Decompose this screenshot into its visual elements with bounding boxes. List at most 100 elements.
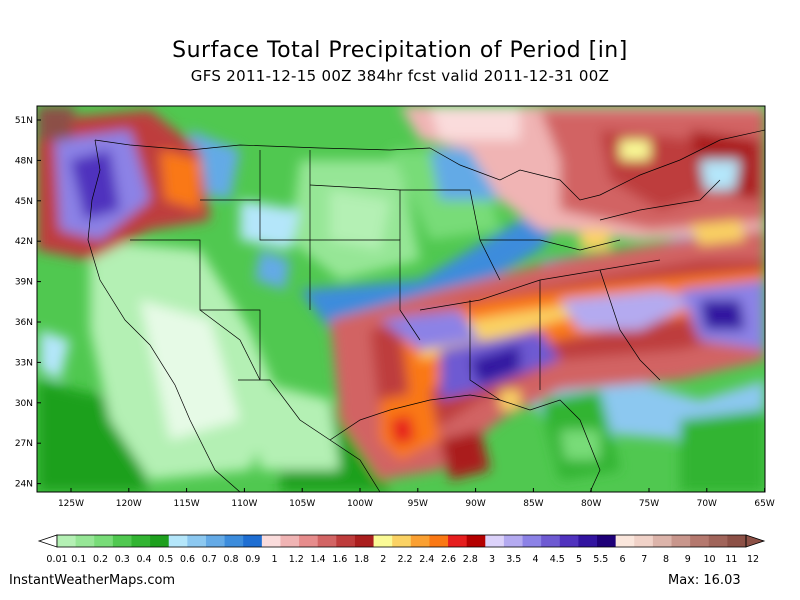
colorbar-label: 5 xyxy=(576,554,582,565)
colorbar-swatch xyxy=(187,535,207,547)
lat-label: 24N xyxy=(15,480,33,490)
lon-label: 125W xyxy=(58,499,84,509)
lon-label: 90W xyxy=(465,499,485,509)
lat-label: 36N xyxy=(15,318,33,328)
colorbar-label: 0.7 xyxy=(202,554,217,565)
colorbar-swatch xyxy=(261,535,281,547)
colorbar-swatch xyxy=(503,535,523,547)
colorbar-label: 12 xyxy=(747,554,759,565)
colorbar-label: 2.6 xyxy=(441,554,456,565)
lat-label: 48N xyxy=(15,156,33,166)
colorbar-swatch xyxy=(354,535,374,547)
colorbar-legend: 0.01 0.1 0.2 0.3 0.4 0.5 0.6 0.7 0.8 0.9 1 1.2 1.4 1.… xyxy=(37,534,766,565)
colorbar-label: 4.5 xyxy=(550,554,565,565)
lat-label: 45N xyxy=(15,197,33,207)
state-borders xyxy=(87,129,765,492)
colorbar-label: 5.5 xyxy=(593,554,608,565)
colorbar-swatch xyxy=(280,535,300,547)
colorbar-label: 1.2 xyxy=(289,554,304,565)
colorbar-label: 1.8 xyxy=(354,554,369,565)
lon-label: 80W xyxy=(581,499,601,509)
colorbar-swatch xyxy=(150,535,170,547)
colorbar-swatch xyxy=(671,535,691,547)
colorbar-swatch xyxy=(336,535,356,547)
colorbar-label: 3 xyxy=(489,554,495,565)
lon-label: 65W xyxy=(754,499,774,509)
lat-label: 42N xyxy=(15,237,33,247)
colorbar-swatch xyxy=(410,535,430,547)
colorbar-swatch xyxy=(299,535,319,547)
colorbar-label: 1.4 xyxy=(310,554,325,565)
colorbar-label: 2.4 xyxy=(419,554,434,565)
lon-label: 115W xyxy=(174,499,200,509)
colorbar-swatch xyxy=(131,535,151,547)
colorbar-swatch xyxy=(634,535,654,547)
lon-label: 95W xyxy=(408,499,428,509)
colorbar-swatch xyxy=(205,535,225,547)
colorbar-label: 0.4 xyxy=(136,554,151,565)
colorbar-swatch xyxy=(466,535,486,547)
colorbar-label: 2.2 xyxy=(397,554,412,565)
colorbar-label: 8 xyxy=(663,554,669,565)
colorbar-label: 0.2 xyxy=(93,554,108,565)
colorbar-swatch xyxy=(317,535,337,547)
colorbar-swatch xyxy=(559,535,579,547)
colorbar-label: 1 xyxy=(271,554,277,565)
colorbar-swatch xyxy=(112,535,132,547)
lat-label: 30N xyxy=(15,399,33,409)
colorbar-label: 2 xyxy=(380,554,386,565)
colorbar-label: 0.9 xyxy=(245,554,260,565)
colorbar-swatch xyxy=(652,535,672,547)
colorbar-label: 11 xyxy=(725,554,737,565)
colorbar-swatch xyxy=(727,535,747,547)
lon-label: 110W xyxy=(231,499,257,509)
colorbar-high-arrow xyxy=(745,534,766,548)
colorbar-swatch xyxy=(392,535,412,547)
lon-label: 85W xyxy=(523,499,543,509)
colorbar-label: 3.5 xyxy=(506,554,521,565)
colorbar-swatch xyxy=(522,535,542,547)
colorbar-swatch xyxy=(578,535,598,547)
colorbar-label: 2.8 xyxy=(463,554,478,565)
lon-label: 100W xyxy=(347,499,373,509)
lat-label: 27N xyxy=(15,439,33,449)
colorbar-swatch xyxy=(57,535,77,547)
colorbar-swatch xyxy=(615,535,635,547)
colorbar-label: 0.8 xyxy=(223,554,238,565)
colorbar-outline xyxy=(56,534,747,548)
colorbar-label: 0.3 xyxy=(115,554,130,565)
colorbar-label: 7 xyxy=(641,554,647,565)
lat-label: 51N xyxy=(15,116,33,126)
colorbar-label: 0.1 xyxy=(71,554,86,565)
colorbar-label: 0.6 xyxy=(180,554,195,565)
lon-label: 70W xyxy=(697,499,717,509)
colorbar-low-arrow xyxy=(37,534,58,548)
colorbar-swatch xyxy=(168,535,188,547)
colorbar-label: 10 xyxy=(703,554,715,565)
latitude-labels: 51N 48N 45N 42N 39N 36N 33N 30N 27N 24N xyxy=(15,116,41,490)
site-credit: InstantWeatherMaps.com xyxy=(9,573,176,588)
colorbar-swatch xyxy=(75,535,95,547)
colorbar-swatch xyxy=(373,535,393,547)
longitude-labels: 125W 120W 115W 110W 105W 100W 95W 90W 85W 80W 75W 7… xyxy=(58,488,775,509)
lat-label: 39N xyxy=(15,278,33,288)
colorbar-swatch xyxy=(597,535,617,547)
colorbar-swatch xyxy=(429,535,449,547)
colorbar-swatch xyxy=(94,535,114,547)
colorbar-swatch xyxy=(448,535,468,547)
precip-field xyxy=(37,106,765,492)
map-title: Surface Total Precipitation of Period [i… xyxy=(172,38,628,63)
colorbar-label: 1.6 xyxy=(332,554,347,565)
colorbar-swatch xyxy=(485,535,505,547)
map-subtitle: GFS 2011-12-15 00Z 384hr fcst valid 2011… xyxy=(190,67,610,85)
colorbar-label: 0.01 xyxy=(46,554,67,565)
max-value: Max: 16.03 xyxy=(668,573,741,588)
colorbar-label: 4 xyxy=(532,554,538,565)
lat-label: 33N xyxy=(15,358,33,368)
colorbar-swatch xyxy=(243,535,263,547)
colorbar-swatch xyxy=(708,535,728,547)
colorbar-swatch xyxy=(224,535,244,547)
lon-label: 120W xyxy=(116,499,142,509)
colorbar-label: 9 xyxy=(685,554,691,565)
